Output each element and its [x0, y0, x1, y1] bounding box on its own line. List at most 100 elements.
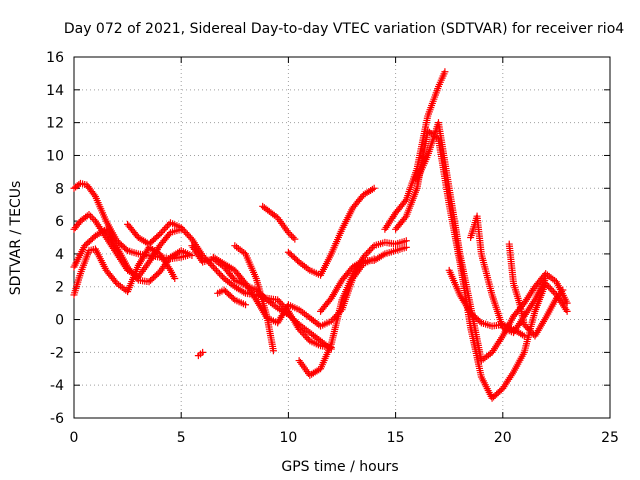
data-point	[370, 184, 378, 192]
data-point	[209, 263, 217, 271]
data-point	[75, 219, 83, 227]
series-8	[214, 286, 250, 309]
data-point	[367, 245, 375, 253]
data-point	[549, 288, 557, 296]
data-point	[291, 235, 299, 243]
series-11	[259, 202, 299, 243]
data-point	[274, 296, 282, 304]
y-tick-label: 4	[55, 247, 64, 263]
data-point	[277, 299, 285, 307]
series-18	[467, 212, 550, 337]
data-point	[301, 332, 309, 340]
data-point	[179, 225, 187, 233]
plot-frame	[73, 56, 611, 419]
data-point	[361, 252, 369, 260]
data-point	[525, 325, 533, 333]
x-tick-label: 15	[387, 430, 405, 446]
series-4	[70, 243, 179, 299]
data-point	[522, 322, 530, 330]
data-point	[329, 316, 337, 324]
series-20	[445, 266, 528, 340]
y-tick-label: -4	[50, 378, 64, 394]
data-point	[289, 234, 297, 241]
data-point	[303, 334, 311, 342]
tick-labels: 0 5 10 15 20 25 -6 -4 -2 0 2 4 6 8 10 12 14 16	[46, 50, 619, 446]
data-point	[278, 301, 286, 309]
y-tick-label: 2	[55, 280, 64, 296]
series-9	[231, 242, 277, 355]
data-point	[157, 229, 165, 237]
data-point	[185, 232, 193, 240]
data-point	[441, 68, 449, 76]
chart-title: Day 072 of 2021, Sidereal Day-to-day VTE…	[64, 21, 624, 37]
data-point	[219, 273, 227, 281]
data-point	[171, 275, 179, 283]
data-point	[520, 332, 528, 340]
data-point	[211, 265, 219, 273]
x-tick-label: 10	[279, 430, 297, 446]
data-point	[363, 250, 371, 258]
data-point	[215, 270, 223, 278]
data-point	[229, 294, 237, 302]
data-point	[188, 252, 196, 260]
y-tick-label: 16	[46, 50, 64, 66]
data-point	[563, 299, 571, 307]
data-point	[284, 229, 292, 237]
data-point	[217, 271, 225, 279]
data-point	[272, 213, 280, 221]
x-tick-label: 25	[601, 430, 619, 446]
axis-ticks	[73, 56, 611, 419]
data-point	[559, 286, 567, 294]
data-point	[160, 225, 168, 233]
x-tick-label: 20	[494, 430, 512, 446]
y-tick-label: 14	[46, 83, 64, 99]
data-point	[199, 348, 207, 356]
series-3	[70, 225, 196, 286]
y-tick-label: 10	[46, 148, 64, 164]
series-19	[505, 240, 567, 340]
series-15	[381, 68, 449, 233]
data-point	[85, 211, 93, 219]
y-tick-label: 0	[55, 313, 64, 329]
data-point	[159, 227, 167, 235]
y-tick-label: -6	[50, 411, 64, 427]
data-point	[75, 181, 83, 189]
series-10	[194, 348, 207, 360]
series-17	[413, 119, 571, 365]
data-point	[208, 261, 216, 269]
data-point	[154, 232, 162, 240]
data-point	[366, 247, 374, 255]
data-point	[364, 248, 372, 256]
data-points	[70, 68, 571, 402]
data-point	[214, 268, 222, 276]
x-tick-label: 0	[70, 430, 79, 446]
data-point	[87, 212, 95, 220]
data-point	[90, 191, 98, 199]
data-point	[401, 197, 409, 205]
data-point	[523, 324, 531, 332]
data-point	[402, 243, 410, 251]
data-point	[304, 335, 312, 343]
data-point	[183, 230, 191, 238]
data-point	[286, 230, 294, 238]
data-point	[558, 288, 566, 296]
data-point	[476, 317, 484, 325]
data-point	[180, 227, 188, 235]
data-point	[369, 243, 377, 251]
data-point	[269, 347, 277, 355]
data-point	[548, 286, 556, 294]
y-tick-label: -2	[50, 345, 64, 361]
data-point	[300, 330, 308, 338]
y-tick-label: 8	[55, 181, 64, 197]
data-point	[526, 327, 534, 335]
data-point	[122, 245, 130, 253]
data-point	[177, 224, 185, 232]
data-point	[242, 301, 250, 309]
y-tick-label: 12	[46, 116, 64, 132]
series-13	[295, 237, 410, 379]
series-5	[124, 219, 335, 351]
data-point	[163, 222, 171, 230]
grid-lines	[74, 57, 610, 418]
data-point	[402, 237, 410, 245]
